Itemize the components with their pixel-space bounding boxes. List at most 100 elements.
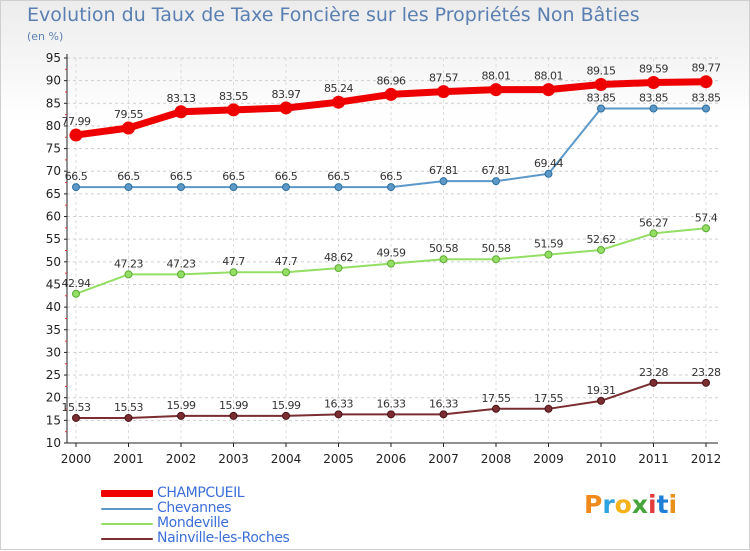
data-label: 66.5 [117, 170, 140, 183]
data-point [72, 289, 80, 298]
x-tick-label: 2003 [218, 452, 249, 466]
data-label: 66.5 [380, 170, 403, 183]
data-label: 67.81 [429, 164, 458, 177]
data-label: 17.55 [482, 392, 511, 405]
data-point [544, 404, 553, 413]
data-point [597, 245, 605, 254]
x-tick-label: 2004 [271, 452, 302, 466]
legend-swatch [101, 522, 153, 525]
data-label: 86.96 [377, 74, 406, 87]
data-point [282, 411, 290, 420]
logo-letter: t [656, 490, 669, 519]
data-point [597, 104, 605, 113]
data-point [282, 183, 290, 192]
y-tick-label: 15 [46, 413, 61, 427]
data-label: 66.5 [65, 170, 88, 183]
data-point [439, 255, 448, 264]
legend-item: CHAMPCUEIL [101, 486, 289, 501]
data-point [702, 378, 710, 387]
y-tick-label: 95 [46, 51, 61, 65]
data-label: 51.59 [534, 238, 563, 251]
legend-item: Chevannes [101, 501, 289, 516]
data-point [334, 410, 343, 419]
data-point [229, 183, 238, 192]
data-label: 88.01 [482, 70, 511, 83]
data-label: 47.23 [114, 257, 143, 270]
logo-letter: i [648, 490, 657, 519]
data-label: 89.15 [587, 64, 616, 77]
data-label: 83.85 [639, 92, 668, 105]
data-point [124, 413, 133, 422]
y-tick-label: 75 [46, 142, 61, 156]
data-label: 23.28 [692, 366, 721, 379]
data-label: 15.53 [62, 401, 91, 414]
data-point [699, 75, 713, 89]
data-point [177, 183, 185, 192]
data-label: 79.55 [114, 108, 143, 121]
x-tick-label: 2006 [376, 452, 407, 466]
logo-letter: x [631, 490, 648, 519]
data-label: 83.55 [219, 90, 248, 103]
data-point [69, 128, 83, 142]
data-point [702, 104, 710, 113]
data-point [332, 95, 345, 109]
data-point [439, 410, 448, 419]
legend-swatch [101, 507, 153, 510]
data-label: 69.44 [534, 157, 563, 170]
data-point [279, 101, 293, 115]
legend-label: CHAMPCUEIL [157, 485, 245, 501]
data-label: 15.99 [272, 399, 301, 412]
data-point [124, 183, 133, 192]
data-label: 85.24 [324, 82, 353, 95]
data-label: 83.13 [167, 92, 196, 105]
data-label: 19.31 [587, 384, 616, 397]
data-point [647, 76, 660, 90]
data-label: 83.85 [587, 92, 616, 105]
data-label: 15.99 [167, 399, 196, 412]
legend-swatch [101, 490, 153, 497]
data-label: 50.58 [429, 242, 458, 255]
data-point [72, 413, 80, 422]
y-tick-label: 35 [46, 323, 61, 337]
data-label: 47.23 [167, 257, 196, 270]
logo-letter: P [584, 490, 603, 519]
x-tick-label: 2001 [113, 452, 144, 466]
y-tick-label: 20 [46, 391, 61, 405]
data-label: 89.77 [692, 62, 721, 75]
proxiti-logo: Proxiti [584, 490, 677, 519]
data-point [334, 183, 343, 192]
logo-letter: i [668, 490, 678, 519]
data-label: 88.01 [534, 70, 563, 83]
data-point [229, 268, 238, 277]
data-label: 77.99 [62, 115, 91, 128]
data-label: 66.5 [327, 170, 350, 183]
x-tick-label: 2008 [481, 452, 512, 466]
legend-item: Nainville-les-Roches [101, 531, 290, 546]
y-tick-label: 50 [46, 255, 61, 269]
x-tick-label: 2007 [428, 452, 459, 466]
data-label: 67.81 [482, 164, 511, 177]
data-point [542, 83, 555, 97]
chart-subtitle: (en %) [27, 30, 64, 43]
y-tick-label: 90 [46, 74, 61, 88]
data-point [122, 121, 135, 135]
data-point [387, 410, 395, 419]
y-tick-label: 55 [46, 232, 61, 246]
data-point [177, 270, 185, 279]
data-point [72, 183, 80, 192]
logo-letter: o [614, 490, 632, 519]
data-point [489, 83, 503, 97]
data-label: 66.5 [275, 170, 298, 183]
y-tick-label: 80 [46, 119, 61, 133]
data-point [649, 104, 658, 113]
data-point [597, 396, 605, 405]
data-point [439, 177, 448, 186]
data-point [649, 378, 658, 387]
data-point [649, 229, 658, 238]
y-tick-label: 85 [46, 96, 61, 110]
y-tick-label: 60 [46, 210, 61, 224]
data-label: 50.58 [482, 242, 511, 255]
data-label: 49.59 [377, 247, 406, 260]
data-point [492, 177, 500, 186]
